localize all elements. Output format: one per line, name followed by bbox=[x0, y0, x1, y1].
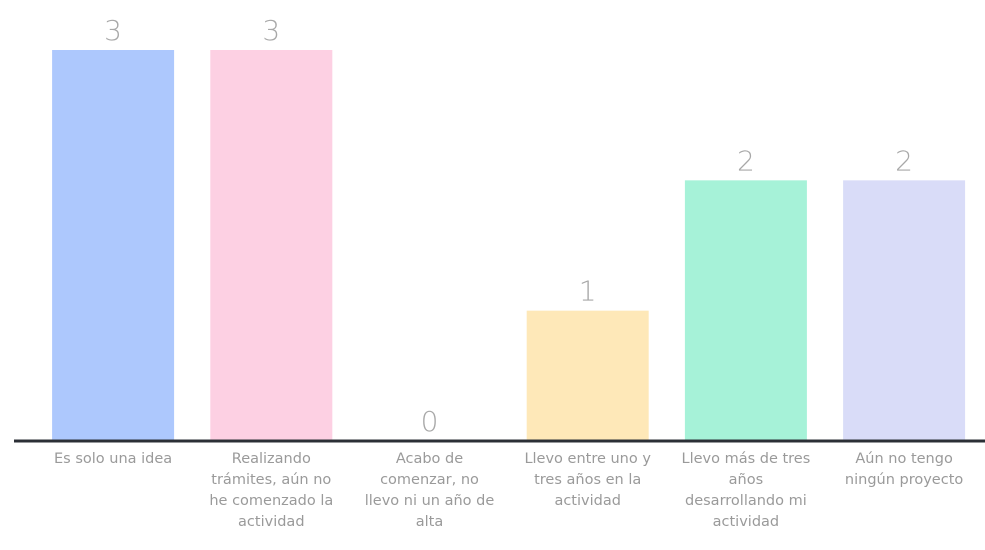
bar bbox=[684, 180, 807, 442]
value-label: 2 bbox=[737, 144, 755, 177]
value-label: 3 bbox=[262, 14, 280, 47]
bar bbox=[526, 310, 649, 441]
value-label: 2 bbox=[895, 144, 913, 177]
bar bbox=[52, 50, 175, 441]
category-label: Llevo más de tres años desarrollando mi … bbox=[681, 451, 811, 530]
category-label: Acabo de comenzar, no llevo ni un año de… bbox=[364, 451, 495, 530]
category-label: Llevo entre uno y tres años en la activi… bbox=[524, 451, 651, 509]
value-label: 0 bbox=[421, 405, 439, 438]
category-label: Es solo una idea bbox=[54, 451, 173, 467]
category-label: Realizando trámites, aún no he comenzado… bbox=[209, 451, 334, 530]
bar bbox=[843, 180, 966, 442]
value-label: 3 bbox=[104, 14, 122, 47]
category-label: Aún no tengo ningún proyecto bbox=[844, 451, 964, 488]
value-label: 1 bbox=[579, 275, 597, 308]
bar bbox=[210, 50, 333, 441]
